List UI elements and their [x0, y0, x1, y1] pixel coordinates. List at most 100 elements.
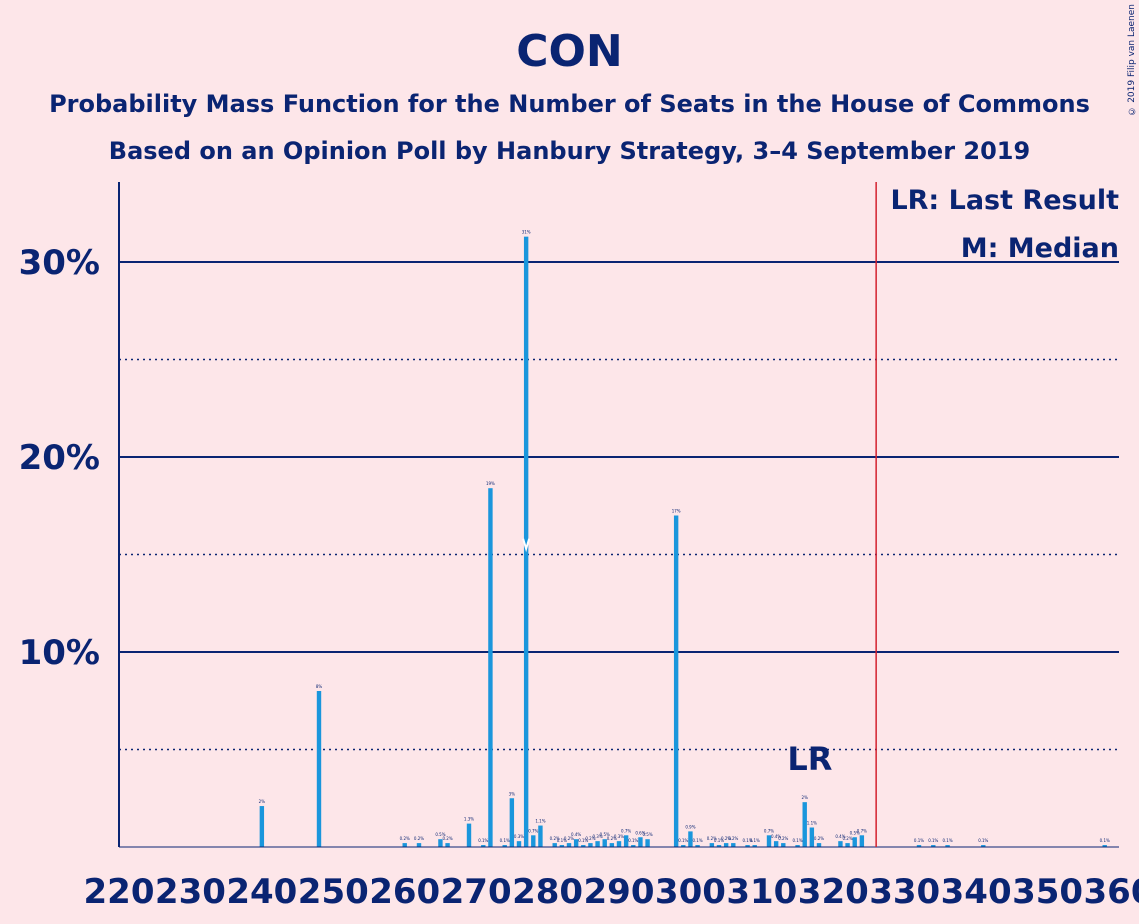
- bar-value-label: 0.3%: [592, 834, 602, 839]
- bar: [616, 841, 622, 847]
- bar-value-label: 0.1%: [978, 838, 988, 843]
- bar: [916, 845, 922, 847]
- bar: [445, 843, 450, 847]
- bar-value-label: 0.7%: [857, 828, 867, 833]
- x-tick-label: 240: [226, 872, 297, 912]
- x-tick-label: 230: [155, 872, 226, 912]
- bar-value-label: 1.1%: [535, 819, 545, 824]
- x-tick-label: 270: [441, 872, 512, 912]
- bar: [416, 843, 422, 847]
- x-tick-label: 220: [84, 872, 155, 912]
- chart-title: CON: [516, 26, 623, 77]
- bar-value-label: 31%: [522, 230, 531, 235]
- bar: [709, 843, 715, 847]
- bar-value-label: 0.4%: [771, 834, 781, 839]
- median-marker: [522, 538, 531, 553]
- legend-last-result: LR: Last Result: [890, 185, 1119, 216]
- bar: [259, 806, 265, 847]
- bar: [538, 825, 543, 847]
- bar-value-label: 0.1%: [928, 838, 938, 843]
- bar-value-label: 0.1%: [714, 838, 724, 843]
- bar: [609, 843, 615, 847]
- bar-value-label: 1.3%: [464, 817, 474, 822]
- bar-value-label: 0.1%: [557, 838, 567, 843]
- bar: [752, 845, 757, 847]
- x-tick-label: 310: [726, 872, 797, 912]
- bar-value-label: 0.2%: [607, 836, 617, 841]
- bar-value-label: 0.3%: [614, 834, 624, 839]
- bar: [638, 837, 643, 847]
- bar-value-label: 1.1%: [807, 821, 817, 826]
- bar-labels: 2%8%0.2% 0.2%0.5%0.2%1.3%0.1%19%0.1%3%0.3…: [259, 230, 1110, 843]
- bar: [602, 839, 607, 847]
- bar-value-label: 0.1%: [942, 838, 952, 843]
- x-tick-label: 360: [1084, 872, 1139, 912]
- bar-value-label: 0.2%: [814, 836, 824, 841]
- bar-value-label: 0.4%: [571, 832, 581, 837]
- x-tick-label: 250: [298, 872, 369, 912]
- x-tick-label: 320: [798, 872, 869, 912]
- bar: [673, 515, 679, 847]
- x-tick-label: 300: [655, 872, 726, 912]
- bar-value-label: 0.1%: [792, 838, 802, 843]
- bar-value-label: 0.7%: [528, 828, 538, 833]
- bar: [531, 835, 536, 847]
- bar: [695, 845, 700, 847]
- x-tick-label: 330: [869, 872, 940, 912]
- bar-value-label: 0.1%: [478, 838, 488, 843]
- bar: [931, 845, 936, 847]
- bar-value-label: 0.2%: [585, 836, 595, 841]
- bar-value-label: 0.2%: [842, 836, 852, 841]
- bar-series: [259, 236, 1107, 847]
- bar-value-label: 2%: [259, 799, 266, 804]
- bar: [631, 845, 636, 847]
- bar-value-label: 0.2%: [550, 836, 560, 841]
- bar: [781, 843, 786, 847]
- bar-value-label: 0.2%: [721, 836, 731, 841]
- bar: [802, 802, 807, 847]
- bar-value-label: 0.7%: [621, 828, 631, 833]
- bar: [745, 845, 750, 847]
- bar: [795, 845, 800, 847]
- annotations: LR: [522, 182, 877, 847]
- bar-value-label: 0.1%: [692, 838, 702, 843]
- bar-value-label: 0.1%: [678, 838, 688, 843]
- bar-value-label: 19%: [486, 481, 495, 486]
- bar: [1102, 845, 1107, 847]
- grid-lines: [119, 261, 1119, 751]
- bar: [488, 488, 493, 847]
- bar: [523, 236, 529, 847]
- bar: [402, 843, 407, 847]
- bar-value-label: 0.5%: [850, 830, 860, 835]
- bar: [945, 845, 950, 847]
- y-tick-label: 30%: [19, 243, 100, 283]
- bar: [838, 841, 843, 847]
- bar: [573, 839, 579, 847]
- bar: [859, 835, 865, 847]
- bar-value-label: 0.5%: [642, 832, 652, 837]
- bar: [481, 845, 486, 847]
- bar-value-label: 0.4%: [835, 834, 845, 839]
- bar-value-label: 0.1%: [628, 838, 638, 843]
- bar-value-label: 0.2%: [707, 836, 717, 841]
- bar-value-label: 0.1%: [1100, 838, 1110, 843]
- bar: [595, 841, 600, 847]
- x-tick-label: 260: [369, 872, 440, 912]
- bar: [766, 835, 772, 847]
- bar: [645, 839, 650, 847]
- bar-value-label: 17%: [672, 509, 681, 514]
- y-tick-label: 20%: [19, 438, 100, 478]
- bar-value-label: 0.2%: [564, 836, 574, 841]
- y-tick-label: 10%: [19, 633, 100, 673]
- bar-value-label: 0.6%: [635, 830, 645, 835]
- bar-value-label: 0.1%: [742, 838, 752, 843]
- bar: [845, 843, 850, 847]
- bar-value-label: 0.2%: [728, 836, 738, 841]
- bar-value-label: 0.1%: [578, 838, 588, 843]
- bar: [509, 798, 515, 847]
- bar-value-label: 0.9%: [685, 824, 695, 829]
- chart-source: Based on an Opinion Poll by Hanbury Stra…: [108, 137, 1031, 165]
- bar-value-label: 3%: [509, 791, 516, 796]
- bar: [773, 841, 779, 847]
